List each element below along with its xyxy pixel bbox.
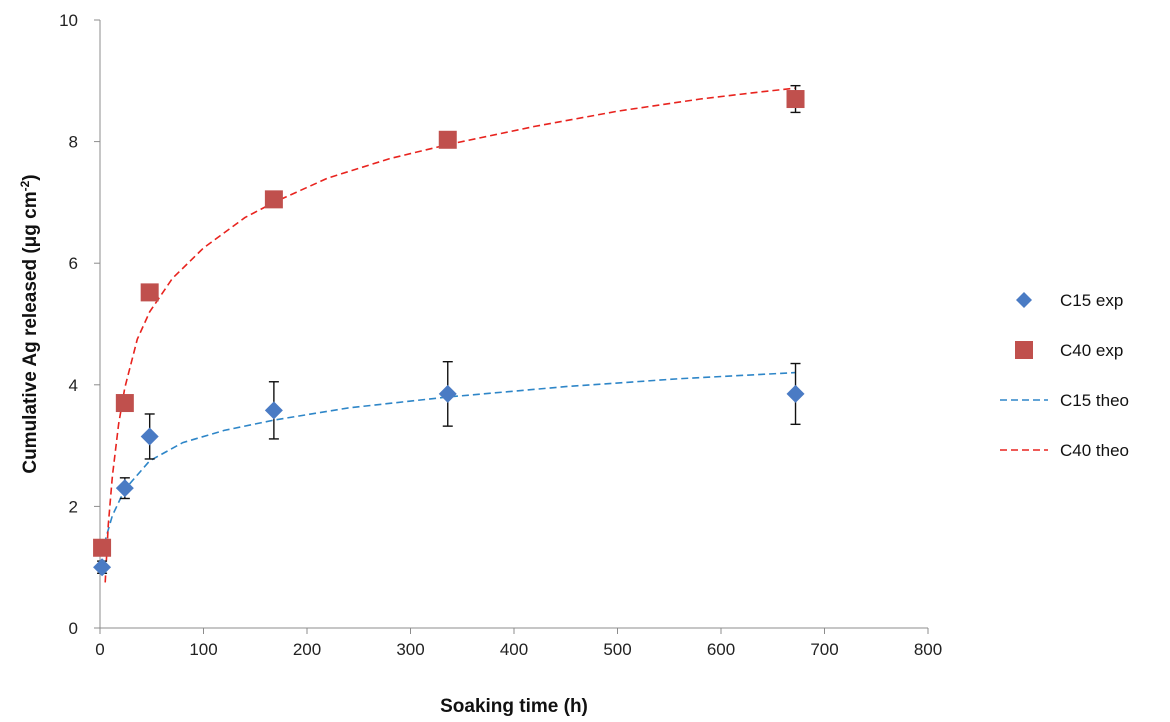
legend-item-c15-theo: C15 theo — [1000, 391, 1129, 410]
y-tick-label: 8 — [69, 133, 78, 152]
c40-exp-point — [786, 90, 805, 109]
x-tick-label: 500 — [603, 640, 631, 659]
c15-exp-point — [93, 558, 112, 577]
y-axis-title: Cumulative Ag released (μg cm-2) — [18, 174, 41, 473]
legend-swatch-c15-exp — [1016, 292, 1032, 308]
y-tick-label: 0 — [69, 619, 78, 638]
y-tick-label: 6 — [69, 254, 78, 273]
x-tick-label: 400 — [500, 640, 528, 659]
x-tick-label: 800 — [914, 640, 942, 659]
x-tick-label: 200 — [293, 640, 321, 659]
y-axis-title-end: ) — [20, 174, 41, 180]
c15-exp-point — [438, 384, 457, 403]
legend-item-c40-theo: C40 theo — [1000, 441, 1129, 460]
x-tick-label: 600 — [707, 640, 735, 659]
x-axis-title: Soaking time (h) — [440, 696, 588, 717]
c15-theo-line — [101, 371, 796, 556]
y-tick-label: 10 — [59, 11, 78, 30]
legend-swatch-c40-exp — [1015, 341, 1033, 359]
legend-item-c15-exp: C15 exp — [1016, 291, 1123, 310]
y-tick-label: 4 — [69, 376, 78, 395]
legend: C15 exp C40 exp C15 theo C40 theo — [1000, 291, 1129, 460]
legend-label-c40-theo: C40 theo — [1060, 441, 1129, 460]
c40-exp-point — [264, 190, 283, 209]
axes — [99, 20, 928, 629]
c15-exp-point — [786, 384, 805, 403]
legend-label-c40-exp: C40 exp — [1060, 341, 1123, 360]
c40-exp-point — [438, 130, 457, 149]
c40-theo-line — [104, 87, 796, 583]
c40-exp-point — [115, 394, 134, 413]
error-bars — [97, 84, 801, 574]
x-tick-label: 700 — [810, 640, 838, 659]
ticks: 0 100 200 300 400 500 600 700 800 0 2 4 6 8 10 — [59, 11, 942, 659]
legend-item-c40-exp: C40 exp — [1015, 341, 1123, 360]
c15-exp-point — [264, 401, 283, 420]
x-tick-label: 300 — [396, 640, 424, 659]
x-tick-label: 0 — [95, 640, 104, 659]
y-tick-label: 2 — [69, 497, 78, 516]
legend-label-c15-theo: C15 theo — [1060, 391, 1129, 410]
c40-exp-point — [93, 538, 112, 557]
c40-exp-point — [140, 283, 159, 302]
c15-exp-point — [115, 479, 134, 498]
theory-lines — [101, 87, 796, 583]
legend-label-c15-exp: C15 exp — [1060, 291, 1123, 310]
c15-exp-point — [140, 427, 159, 446]
y-axis-title-sup: -2 — [18, 180, 32, 191]
x-tick-label: 100 — [189, 640, 217, 659]
data-markers — [93, 90, 805, 577]
y-axis-title-main: Cumulative Ag released (μg cm — [20, 191, 41, 473]
